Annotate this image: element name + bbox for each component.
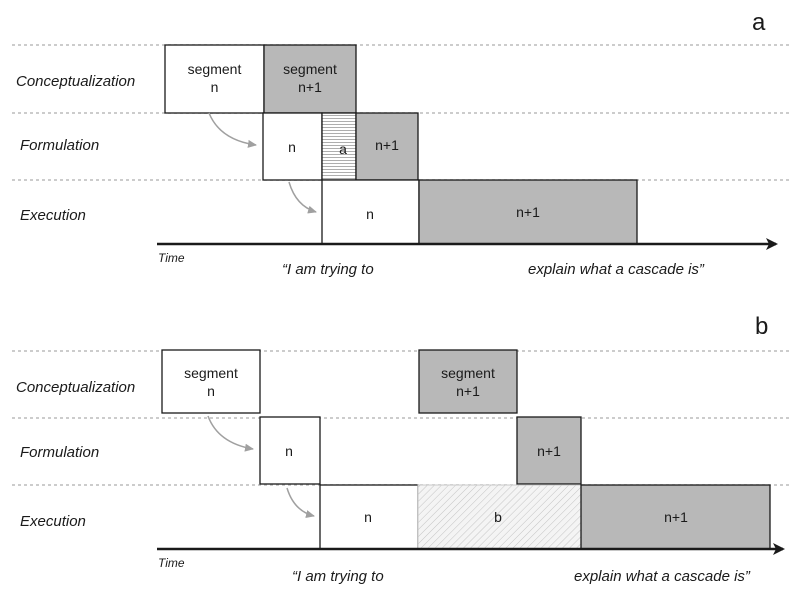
utterance-part-2: explain what a cascade is”	[574, 568, 751, 585]
utterance-part-2: explain what a cascade is”	[528, 261, 705, 278]
exec-n1-box	[580, 484, 771, 550]
concept-segment-n1-label: segment	[283, 61, 337, 77]
row-label-execution: Execution	[20, 513, 86, 530]
row-label-conceptualization: Conceptualization	[16, 379, 135, 396]
exec-n-label: n	[364, 509, 372, 525]
exec-n-box	[321, 179, 420, 245]
exec-n-box	[319, 484, 419, 550]
flow-arrow	[208, 112, 257, 148]
utterance-part-1: “I am trying to	[292, 568, 384, 585]
time-label: Time	[158, 251, 185, 265]
exec-n1-label: n+1	[516, 204, 540, 220]
time-label: Time	[158, 556, 185, 570]
exec-n-label: n	[366, 206, 374, 222]
flow-arrow	[207, 415, 254, 452]
flow-arrow	[286, 487, 315, 518]
form-n1-label: n+1	[537, 443, 561, 459]
row-label-execution: Execution	[20, 207, 86, 224]
panel-b-letter: b	[755, 313, 768, 340]
concept-segment-n1-box	[418, 349, 518, 414]
row-label-formulation: Formulation	[20, 444, 99, 461]
form-n-box	[262, 112, 323, 181]
form-n-label: n	[285, 443, 293, 459]
exec-b-label: b	[494, 509, 502, 525]
form-n-box	[259, 416, 321, 485]
form-n1-label: n+1	[375, 137, 399, 153]
exec-n1-box	[418, 179, 638, 245]
flow-arrow	[288, 181, 317, 214]
concept-segment-n-index: n	[207, 383, 215, 399]
panel-a-letter: a	[752, 9, 766, 36]
row-label-formulation: Formulation	[20, 137, 99, 154]
concept-segment-n1-label: segment	[441, 365, 495, 381]
form-a-label: a	[339, 141, 347, 157]
panel-a: a Conceptualization Formulation Executio…	[12, 9, 790, 278]
form-n1-box	[355, 112, 419, 181]
concept-segment-n-label: segment	[188, 61, 242, 77]
form-n-label: n	[288, 139, 296, 155]
concept-segment-n-index: n	[211, 79, 219, 95]
concept-segment-n-label: segment	[184, 365, 238, 381]
concept-segment-n1-box	[263, 44, 357, 114]
concept-segment-n1-index: n+1	[456, 383, 480, 399]
concept-segment-n-box	[161, 349, 261, 414]
form-n1-box	[516, 416, 582, 485]
exec-n1-label: n+1	[664, 509, 688, 525]
concept-segment-n1-index: n+1	[298, 79, 322, 95]
utterance-part-1: “I am trying to	[282, 261, 374, 278]
row-label-conceptualization: Conceptualization	[16, 73, 135, 90]
panel-b: b Conceptualization Formulation Executio…	[12, 313, 790, 585]
